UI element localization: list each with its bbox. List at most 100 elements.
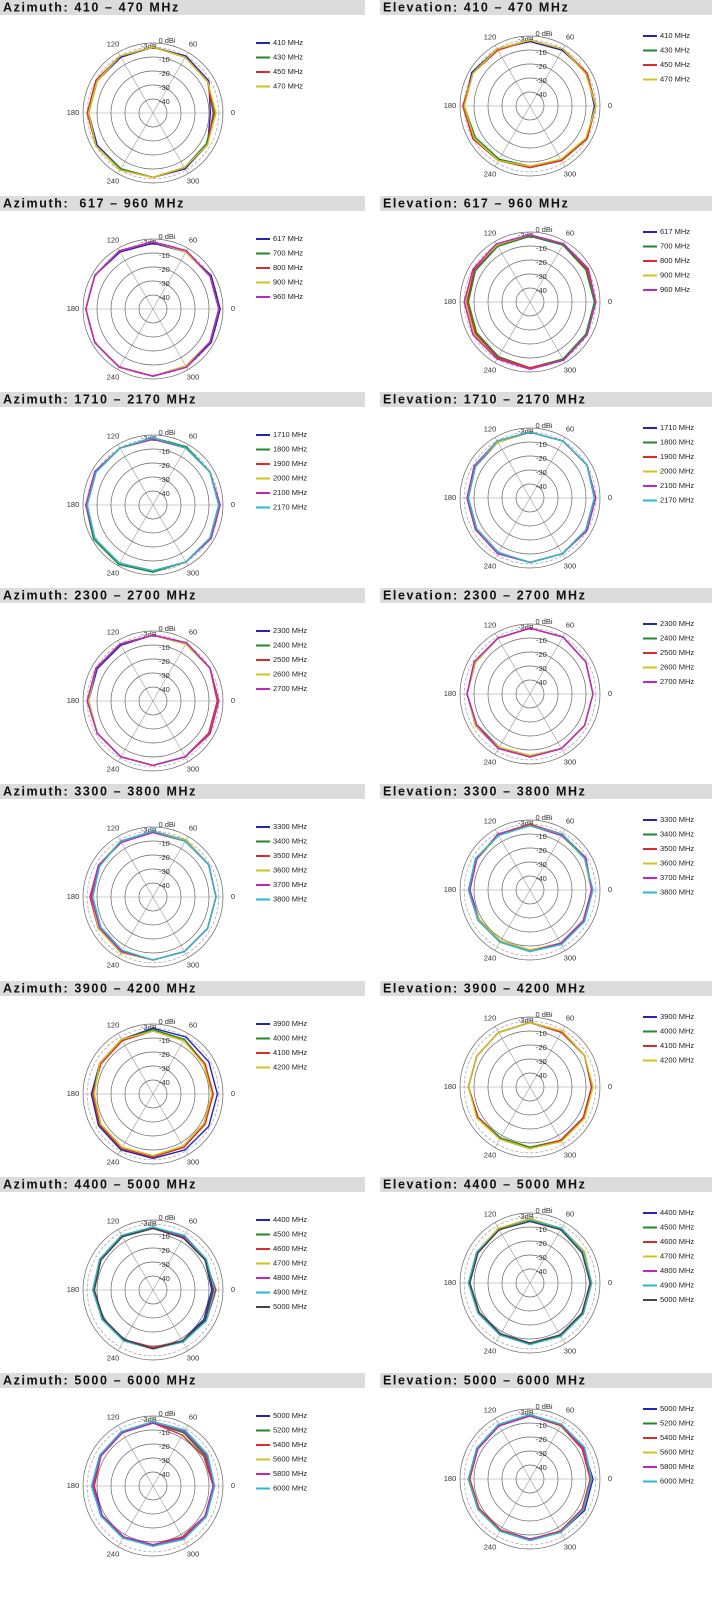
ring-grid-line (124, 1457, 182, 1515)
radial-grid-line (494, 301, 531, 363)
header-bar (0, 0, 365, 15)
radial-grid-line (152, 504, 189, 566)
legend-label: 900 MHz (273, 277, 303, 286)
pattern-line (467, 235, 596, 369)
ring-tick-label: -40 (159, 881, 170, 890)
ring-grid-line (96, 448, 210, 562)
angle-tick-label: 180 (444, 1082, 457, 1091)
legend-label: 3500 MHz (273, 851, 307, 860)
radial-grid-line (494, 1026, 531, 1088)
ring-grid-line (138, 882, 168, 912)
radial-grid-line (152, 444, 189, 506)
angle-tick-label: 0 (231, 1285, 235, 1294)
chart-title: Azimuth: 4400 – 5000 MHz (3, 1177, 197, 1191)
ring-tick-label: -30 (536, 76, 547, 85)
ring-grid-line (515, 287, 545, 317)
ring-tick-label: 0 dBi (158, 1409, 175, 1418)
legend-label: 4000 MHz (273, 1033, 307, 1042)
angle-tick-label: 120 (107, 40, 120, 49)
chart-title: Azimuth: 3300 – 3800 MHz (3, 784, 197, 798)
pattern-line (92, 830, 217, 961)
ring-grid-line (501, 1058, 559, 1116)
legend-label: 6000 MHz (273, 1483, 307, 1492)
pattern-line (85, 241, 220, 377)
ring-tick-label: -3dB (141, 1023, 157, 1032)
ring-tick-label: -20 (159, 1246, 170, 1255)
ring-grid-line (487, 1240, 573, 1326)
ring-tick-label: -40 (159, 1274, 170, 1283)
pattern-line (467, 824, 594, 953)
pattern-line (87, 46, 217, 179)
radial-grid-line (152, 700, 189, 762)
angle-tick-label: 240 (107, 1157, 120, 1166)
ring-tick-label: -30 (159, 867, 170, 876)
ring-tick-label: -20 (536, 846, 547, 855)
ring-tick-label: -10 (536, 1421, 547, 1430)
ring-grid-line (487, 847, 573, 933)
radial-grid-line (494, 1222, 531, 1284)
angle-tick-label: 0 (608, 297, 612, 306)
legend-label: 6000 MHz (660, 1476, 694, 1485)
ring-tick-label: -20 (159, 265, 170, 274)
ring-grid-line (110, 266, 196, 352)
ring-tick-label: -40 (536, 482, 547, 491)
ring-grid-line (138, 1079, 168, 1109)
angle-tick-label: 300 (564, 757, 577, 766)
angle-tick-label: 300 (564, 169, 577, 178)
legend-label: 4400 MHz (660, 1208, 694, 1217)
pattern-line (467, 1219, 593, 1346)
ring-grid-line (124, 672, 182, 730)
angle-tick-label: 120 (107, 432, 120, 441)
ring-tick-label: -40 (159, 685, 170, 694)
ring-grid-line (473, 49, 587, 163)
legend-label: 960 MHz (660, 285, 690, 294)
pattern-line (93, 1030, 213, 1157)
legend-label: 5000 MHz (660, 1404, 694, 1413)
pattern-line (463, 39, 597, 167)
angle-tick-label: 0 (608, 1082, 612, 1091)
header-bar (380, 0, 712, 15)
ring-grid-line (501, 665, 559, 723)
legend-label: 5800 MHz (273, 1469, 307, 1478)
ring-grid-line (82, 238, 224, 380)
ring-tick-label: -20 (159, 1050, 170, 1059)
legend-label: 2170 MHz (273, 502, 307, 511)
angle-tick-label: 240 (107, 176, 120, 185)
ring-grid-line (110, 854, 196, 940)
legend-label: 5400 MHz (660, 1433, 694, 1442)
radial-grid-line (529, 437, 566, 499)
ring-grid-line (138, 490, 168, 520)
legend-label: 2600 MHz (660, 662, 694, 671)
ring-grid-line (515, 875, 545, 905)
legend-label: 900 MHz (660, 270, 690, 279)
header-bar (380, 1373, 712, 1388)
pattern-line (466, 627, 594, 758)
ring-grid-line (96, 56, 210, 170)
pattern-line (466, 627, 594, 758)
chart-title: Elevation: 4400 – 5000 MHz (383, 1177, 586, 1191)
pattern-line (93, 1227, 214, 1350)
radial-grid-line (529, 45, 566, 107)
angle-tick-label: 180 (444, 1278, 457, 1287)
ring-grid-line (86, 1027, 220, 1161)
legend-label: 470 MHz (273, 81, 303, 90)
angle-tick-label: 60 (189, 1413, 197, 1422)
angle-tick-label: 180 (67, 696, 80, 705)
ring-tick-label: -3dB (518, 623, 534, 632)
pattern-line (467, 1021, 594, 1150)
header-bar (0, 784, 365, 799)
radial-grid-line (117, 248, 154, 310)
legend-label: 2170 MHz (660, 495, 694, 504)
legend-label: 4600 MHz (660, 1237, 694, 1246)
ring-tick-label: -40 (536, 874, 547, 883)
angle-tick-label: 0 (608, 1474, 612, 1483)
legend-label: 450 MHz (273, 67, 303, 76)
chart-title: Elevation: 3900 – 4200 MHz (383, 981, 586, 995)
angle-tick-label: 0 (231, 108, 235, 117)
ring-tick-label: -30 (536, 860, 547, 869)
ring-grid-line (138, 294, 168, 324)
ring-grid-line (138, 1471, 168, 1501)
ring-grid-line (487, 259, 573, 345)
radial-grid-line (529, 889, 566, 951)
angle-tick-label: 60 (189, 1021, 197, 1030)
